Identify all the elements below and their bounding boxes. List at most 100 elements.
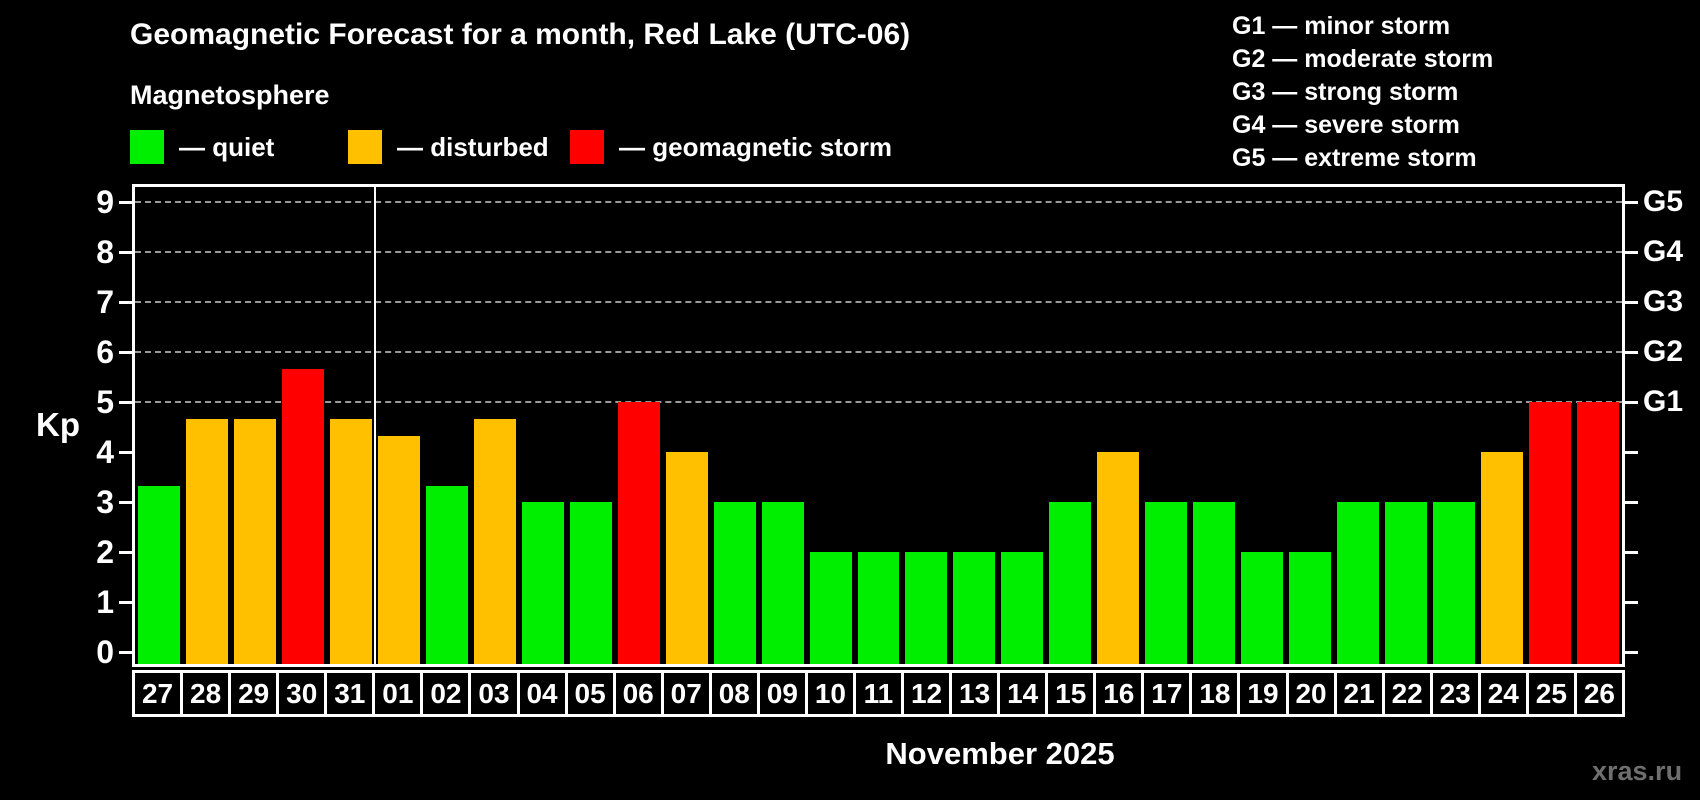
g2-legend-line: G2 — moderate storm [1232,45,1494,73]
bar-day-25 [1529,402,1572,664]
chart-title: Geomagnetic Forecast for a month, Red La… [130,18,911,51]
g-scale-legend: G1 — minor storm G2 — moderate storm G3 … [1232,10,1493,175]
tick-right-5 [1625,401,1638,404]
bar-day-22 [1385,502,1428,664]
y-axis-label-2: 2 [96,534,114,570]
watermark-xras: xras.ru [1592,756,1683,786]
legend-storm-label: — geomagnetic storm [619,131,893,162]
bar-day-05 [569,502,612,664]
g1-legend-line: G1 — minor storm [1232,12,1451,40]
y-axis-label-0: 0 [96,634,114,670]
x-label-day-30: 30 [276,670,328,717]
quiet-color-swatch [130,130,164,164]
tick-right-1 [1625,601,1638,604]
legend-item-storm: — geomagnetic storm [570,128,892,166]
bar-day-31 [329,418,372,664]
bar-day-07 [665,452,708,664]
g4-legend-line: G4 — severe storm [1232,111,1460,139]
right-axis-label-g5: G5 [1643,185,1684,218]
x-label-day-08: 08 [708,670,760,717]
x-label-day-11: 11 [852,670,904,717]
x-label-day-10: 10 [804,670,856,717]
bar-day-06 [617,402,660,664]
y-axis-label-5: 5 [96,384,114,420]
x-axis-day-labels: 27 28 29 30 31 01 02 03 04 05 06 07 08 09 10 11 12 13 14 15… [132,670,1625,717]
y-axis-label-7: 7 [96,284,114,320]
gridline-kp-6 [135,351,1622,353]
y-axis-title-kp: Kp [36,406,80,443]
plot-area [132,184,1625,667]
x-label-day-25: 25 [1525,670,1577,717]
x-label-day-13: 13 [949,670,1001,717]
storm-color-swatch [570,130,604,164]
tick-right-4 [1625,451,1638,454]
chart-subtitle: Magnetosphere [130,80,330,110]
bar-day-16 [1097,452,1140,664]
gridline-kp-9 [135,201,1622,203]
gridline-kp-5 [135,401,1622,403]
x-label-day-14: 14 [997,670,1049,717]
bar-day-23 [1433,502,1476,664]
legend-item-disturbed: — disturbed [348,128,549,166]
bar-day-12 [905,552,948,664]
x-label-day-16: 16 [1093,670,1145,717]
tick-left-9 [119,201,132,204]
y-axis-label-6: 6 [96,334,114,370]
g5-legend-line: G5 — extreme storm [1232,144,1477,172]
disturbed-color-swatch [348,130,382,164]
x-label-day-18: 18 [1189,670,1241,717]
x-label-day-04: 04 [516,670,568,717]
bar-day-11 [857,552,900,664]
legend-item-quiet: — quiet [130,128,274,166]
x-label-day-02: 02 [420,670,472,717]
x-label-day-05: 05 [564,670,616,717]
bar-day-13 [953,552,996,664]
bar-day-02 [425,485,468,664]
x-label-day-22: 22 [1381,670,1433,717]
bar-day-15 [1049,502,1092,664]
bar-day-21 [1337,502,1380,664]
y-axis-label-8: 8 [96,234,114,270]
bar-day-09 [761,502,804,664]
tick-left-2 [119,551,132,554]
y-axis-label-3: 3 [96,484,114,520]
tick-left-7 [119,301,132,304]
x-label-day-03: 03 [468,670,520,717]
bar-day-14 [1001,552,1044,664]
right-axis-label-g1: G1 [1643,385,1684,418]
x-label-day-17: 17 [1141,670,1193,717]
x-label-day-28: 28 [180,670,232,717]
bar-day-08 [713,502,756,664]
bar-day-01 [377,435,420,664]
bar-day-24 [1481,452,1524,664]
x-label-day-19: 19 [1237,670,1289,717]
bar-day-17 [1145,502,1188,664]
legend-disturbed-label: — disturbed [397,131,549,162]
x-label-day-15: 15 [1045,670,1097,717]
tick-left-1 [119,601,132,604]
x-label-day-29: 29 [228,670,280,717]
month-separator-line [373,187,376,664]
x-label-day-23: 23 [1429,670,1481,717]
bar-day-10 [809,552,852,664]
tick-left-3 [119,501,132,504]
right-axis-label-g2: G2 [1643,335,1684,368]
tick-right-9 [1625,201,1638,204]
tick-right-3 [1625,501,1638,504]
tick-right-6 [1625,351,1638,354]
y-axis-label-1: 1 [96,584,114,620]
tick-right-2 [1625,551,1638,554]
bar-day-19 [1241,552,1284,664]
tick-left-5 [119,401,132,404]
y-axis-label-4: 4 [96,434,114,470]
x-axis-month-label: November 2025 [885,736,1115,771]
x-label-day-06: 06 [612,670,664,717]
bar-day-20 [1289,552,1332,664]
gridline-kp-8 [135,251,1622,253]
bar-day-18 [1193,502,1236,664]
x-label-day-12: 12 [901,670,953,717]
tick-right-0 [1625,651,1638,654]
bar-day-26 [1577,402,1619,664]
x-label-day-21: 21 [1333,670,1385,717]
